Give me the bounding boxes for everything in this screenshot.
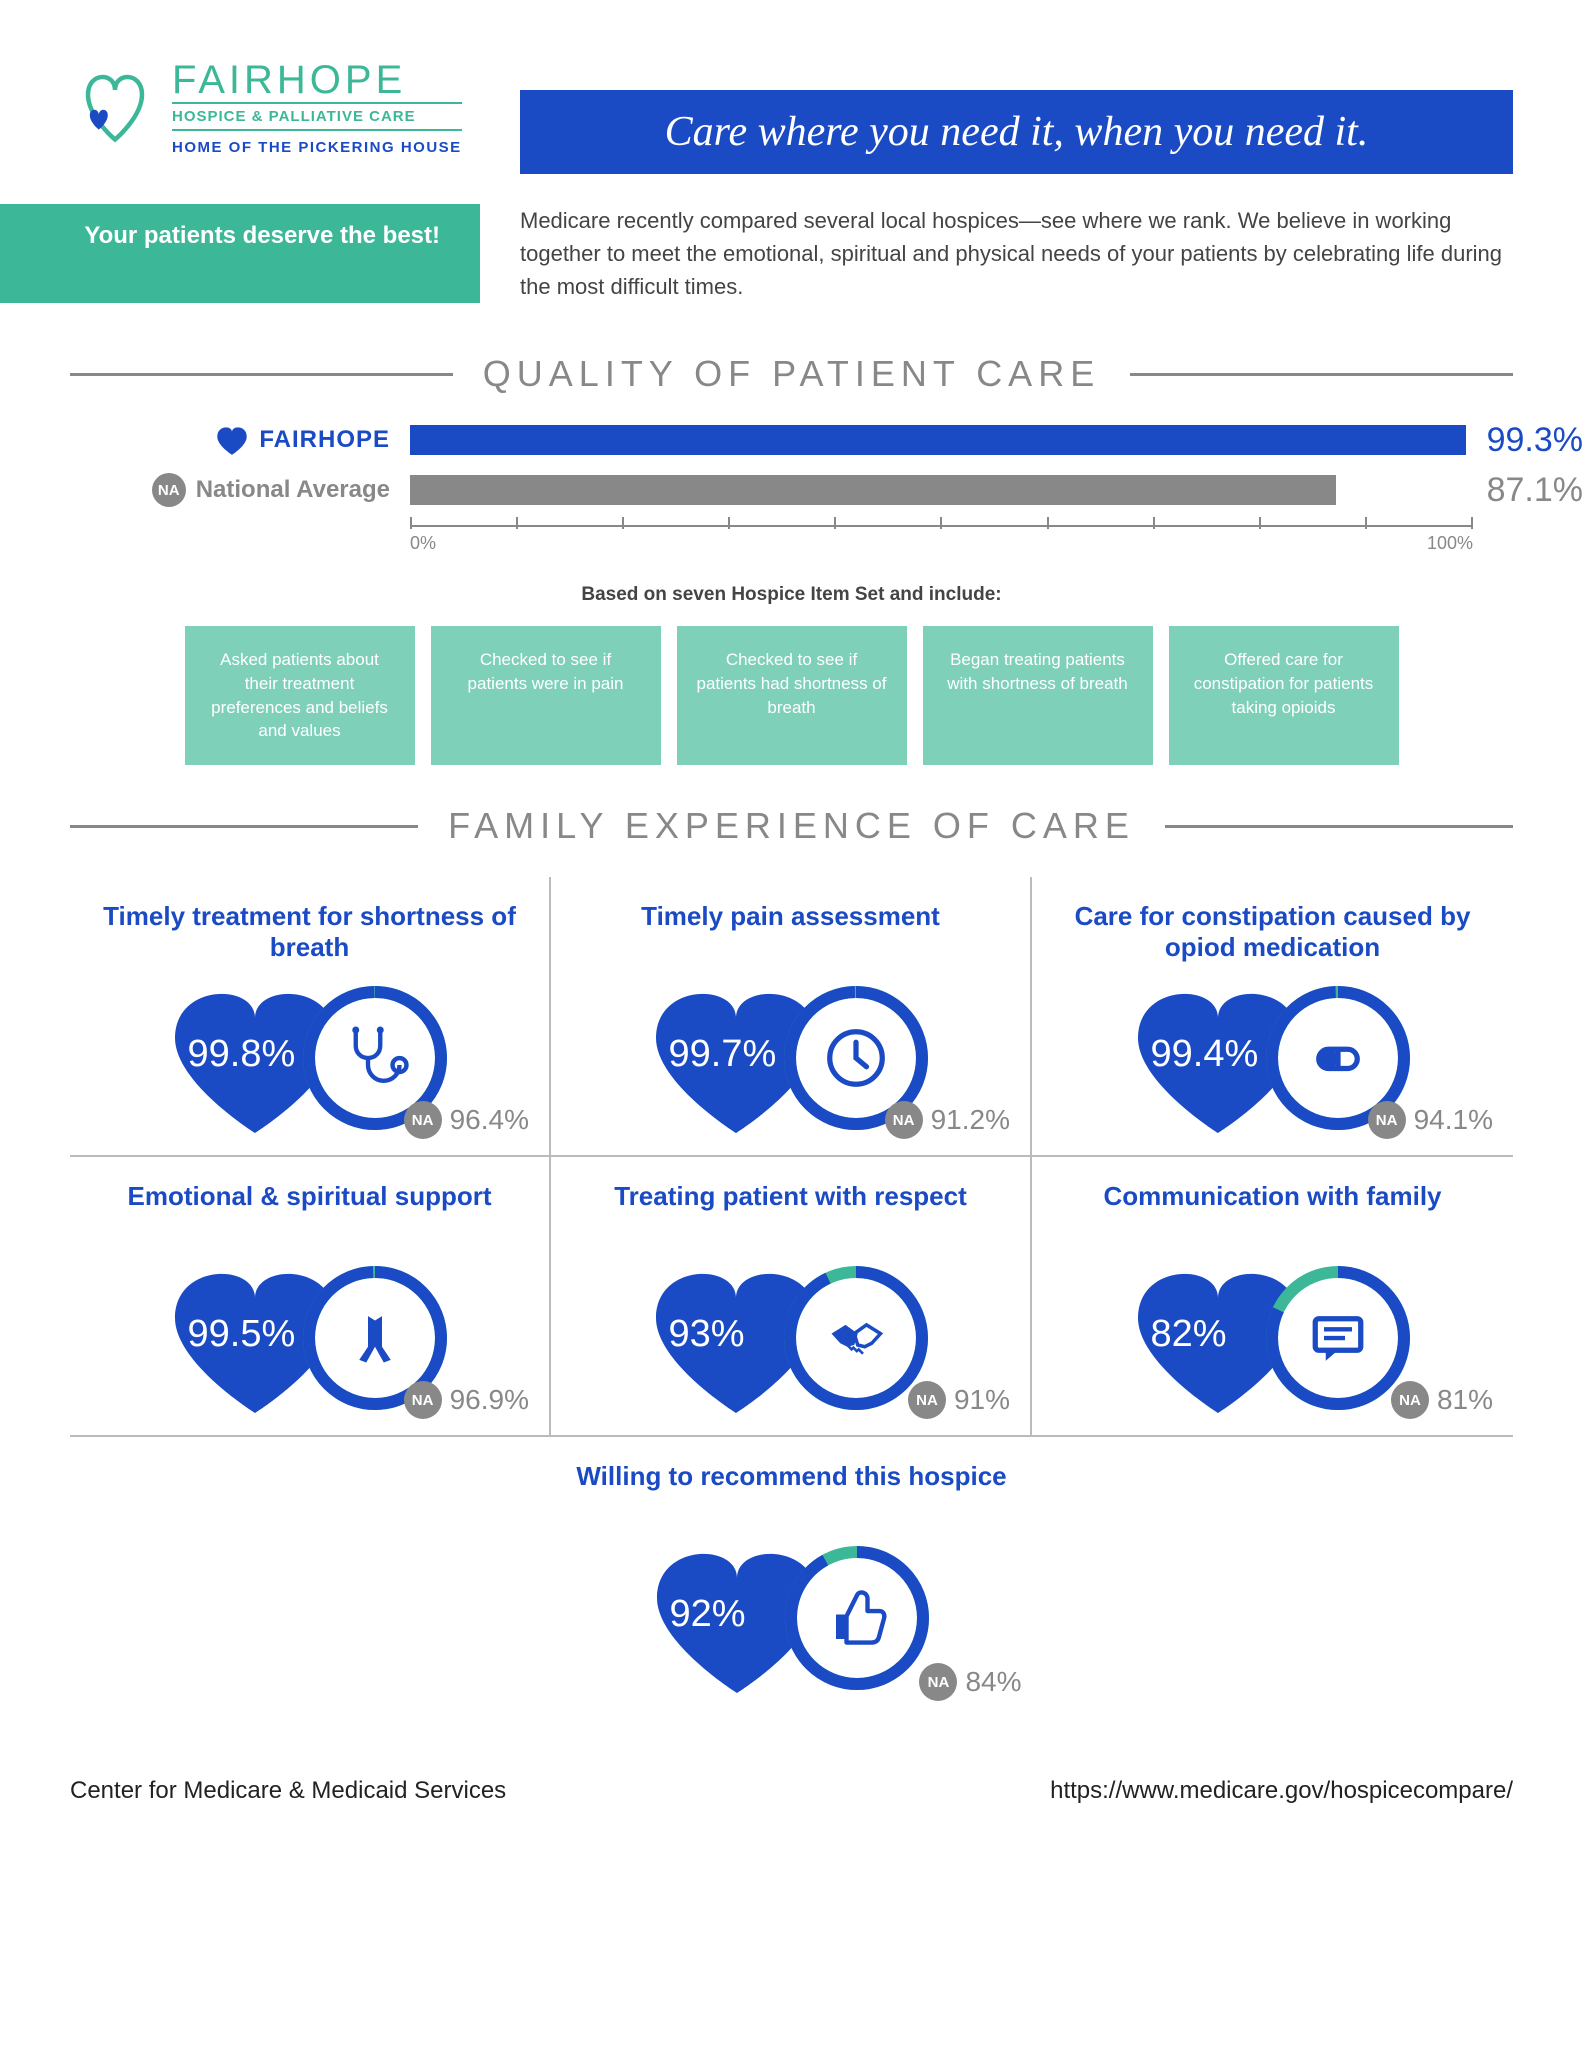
family-na-value: 91.2% (931, 1104, 1010, 1136)
family-na-value: 96.9% (450, 1384, 529, 1416)
family-last-row: Willing to recommend this hospice 92% NA… (70, 1437, 1513, 1717)
family-na-value: 84% (965, 1666, 1021, 1698)
family-na: NA 94.1% (1368, 1101, 1493, 1139)
deserve-bar: Your patients deserve the best! (0, 204, 480, 303)
fairhope-bar-label: FAIRHOPE (110, 425, 410, 455)
fairhope-value: 99.3% (1487, 421, 1583, 460)
deserve-row: Your patients deserve the best! Medicare… (70, 204, 1513, 303)
family-heading: FAMILY EXPERIENCE OF CARE (70, 805, 1513, 847)
na-bar (410, 475, 1336, 505)
brand-home: HOME OF THE PICKERING HOUSE (172, 139, 462, 156)
na-badge-icon: NA (1368, 1101, 1406, 1139)
family-fairhope-pct: 99.8% (188, 1033, 296, 1076)
family-fairhope-pct: 82% (1151, 1313, 1227, 1356)
tagline-bar: Care where you need it, when you need it… (520, 90, 1513, 174)
family-card-title: Emotional & spiritual support (100, 1181, 519, 1245)
brand-sub: HOSPICE & PALLIATIVE CARE (172, 102, 462, 131)
hospice-item-box: Began treating patients with shortness o… (923, 626, 1153, 765)
footer-right: https://www.medicare.gov/hospicecompare/ (1050, 1777, 1513, 1805)
hospice-item-box: Checked to see if patients had shortness… (677, 626, 907, 765)
family-na-value: 96.4% (450, 1104, 529, 1136)
na-label: National Average (196, 476, 390, 504)
family-card-title: Treating patient with respect (581, 1181, 1000, 1245)
family-na: NA 96.4% (404, 1101, 529, 1139)
intro-text: Medicare recently compared several local… (520, 204, 1513, 303)
family-na-value: 91% (954, 1384, 1010, 1416)
na-badge-icon: NA (1391, 1381, 1429, 1419)
family-card: Treating patient with respect 93% NA 91% (551, 1157, 1032, 1437)
family-card-title: Communication with family (1062, 1181, 1483, 1245)
family-heading-text: FAMILY EXPERIENCE OF CARE (448, 805, 1135, 847)
hospice-item-box: Asked patients about their treatment pre… (185, 626, 415, 765)
na-badge-icon: NA (885, 1101, 923, 1139)
family-na: NA 91.2% (885, 1101, 1010, 1139)
quality-bars: FAIRHOPE 99.3% NA National Average 87.1%… (110, 425, 1473, 554)
family-card-title: Willing to recommend this hospice (572, 1461, 1012, 1525)
header: FAIRHOPE HOSPICE & PALLIATIVE CARE HOME … (70, 60, 1513, 174)
family-fairhope-pct: 99.5% (188, 1313, 296, 1356)
family-na: NA 81% (1391, 1381, 1493, 1419)
quality-axis: 0% 100% (410, 525, 1473, 554)
hospice-item-box: Checked to see if patients were in pain (431, 626, 661, 765)
family-card: Communication with family 82% NA 81% (1032, 1157, 1513, 1437)
footer: Center for Medicare & Medicaid Services … (70, 1777, 1513, 1805)
logo-heart-icon (70, 63, 160, 153)
footer-left: Center for Medicare & Medicaid Services (70, 1777, 506, 1805)
axis-min: 0% (410, 533, 436, 554)
na-bar-label: NA National Average (110, 473, 410, 507)
na-badge-icon: NA (404, 1101, 442, 1139)
family-fairhope-pct: 92% (670, 1593, 746, 1636)
logo-block: FAIRHOPE HOSPICE & PALLIATIVE CARE HOME … (70, 60, 490, 156)
family-grid: Timely treatment for shortness of breath… (70, 877, 1513, 1437)
family-card-title: Care for constipation caused by opiod me… (1062, 901, 1483, 965)
family-na: NA 96.9% (404, 1381, 529, 1419)
family-card: Emotional & spiritual support 99.5% NA 9… (70, 1157, 551, 1437)
family-ring (782, 1543, 932, 1693)
quality-heading: QUALITY OF PATIENT CARE (70, 353, 1513, 395)
family-card: Care for constipation caused by opiod me… (1032, 877, 1513, 1157)
family-na: NA 91% (908, 1381, 1010, 1419)
family-fairhope-pct: 93% (669, 1313, 745, 1356)
thumbsup-icon (782, 1543, 932, 1693)
fairhope-bar (410, 425, 1466, 455)
brand-name: FAIRHOPE (172, 60, 462, 100)
axis-max: 100% (1427, 533, 1473, 554)
heart-icon (215, 425, 249, 455)
family-card-title: Timely treatment for shortness of breath (100, 901, 519, 965)
family-card: Timely treatment for shortness of breath… (70, 877, 551, 1157)
hospice-item-set: Asked patients about their treatment pre… (70, 626, 1513, 765)
family-na-value: 81% (1437, 1384, 1493, 1416)
hospice-item-box: Offered care for constipation for patien… (1169, 626, 1399, 765)
family-na: NA 84% (919, 1663, 1021, 1701)
family-fairhope-pct: 99.4% (1151, 1033, 1259, 1076)
family-card: Willing to recommend this hospice 92% NA… (542, 1437, 1042, 1717)
family-card: Timely pain assessment 99.7% NA 91.2% (551, 877, 1032, 1157)
fairhope-label: FAIRHOPE (259, 426, 390, 454)
na-badge-icon: NA (919, 1663, 957, 1701)
basis-caption: Based on seven Hospice Item Set and incl… (70, 584, 1513, 606)
family-fairhope-pct: 99.7% (669, 1033, 777, 1076)
na-badge-icon: NA (152, 473, 186, 507)
na-badge-icon: NA (908, 1381, 946, 1419)
na-badge-icon: NA (404, 1381, 442, 1419)
na-value: 87.1% (1487, 471, 1583, 510)
family-na-value: 94.1% (1414, 1104, 1493, 1136)
quality-heading-text: QUALITY OF PATIENT CARE (483, 353, 1100, 395)
family-card-title: Timely pain assessment (581, 901, 1000, 965)
